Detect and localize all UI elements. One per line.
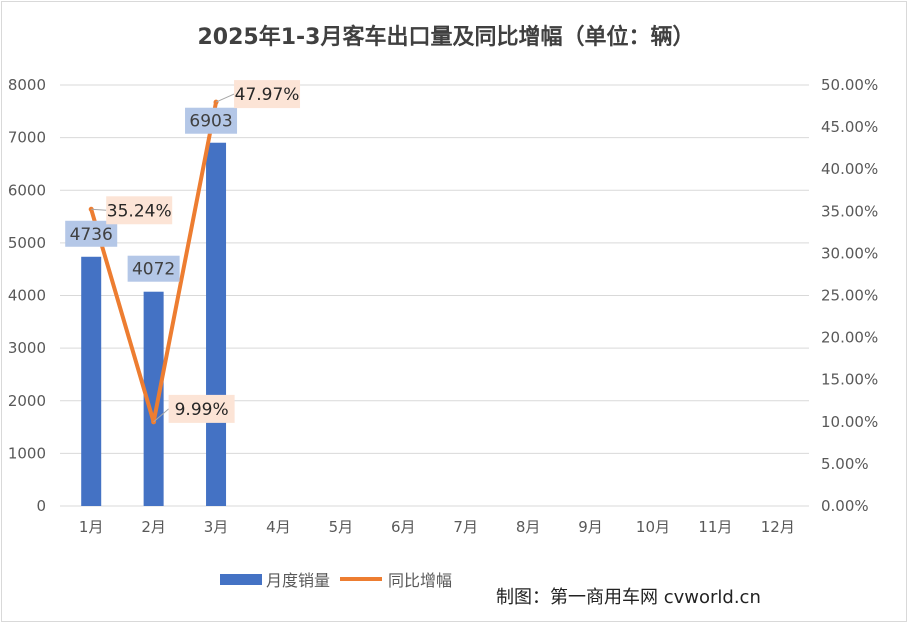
line-data-label: 9.99%	[175, 400, 229, 420]
legend-bar-label: 月度销量	[266, 571, 330, 590]
x-tick-label: 2月	[141, 518, 166, 536]
line-label-box	[234, 80, 301, 109]
x-tick-label: 7月	[453, 518, 478, 536]
right-tick-label: 5.00%	[821, 455, 869, 473]
left-tick-label: 0	[36, 497, 46, 515]
left-axis: 0 1000 2000 3000 4000 5000 6000 7000 8000	[8, 76, 46, 515]
legend: 月度销量 同比增幅	[220, 571, 452, 590]
right-tick-label: 10.00%	[821, 413, 878, 431]
right-tick-label: 15.00%	[821, 371, 878, 389]
left-tick-label: 6000	[8, 181, 46, 199]
legend-line-label: 同比增幅	[388, 571, 452, 590]
chart-title: 2025年1-3月客车出口量及同比增幅（单位：辆）	[198, 24, 695, 50]
right-tick-label: 25.00%	[821, 287, 878, 305]
x-tick-label: 10月	[636, 518, 670, 536]
left-tick-label: 1000	[8, 444, 46, 462]
bar	[81, 256, 102, 506]
right-tick-label: 40.00%	[821, 160, 878, 178]
right-axis: 0.00% 5.00% 10.00% 15.00% 20.00% 25.00% 30.00%…	[821, 76, 878, 515]
x-axis: 1月 2月 3月 4月 5月 6月 7月 8月 9月 10月 11月 12月	[79, 518, 795, 536]
x-tick-label: 6月	[391, 518, 416, 536]
left-tick-label: 4000	[8, 287, 46, 305]
x-tick-label: 5月	[329, 518, 354, 536]
line-label-box	[106, 196, 173, 225]
left-tick-label: 7000	[8, 129, 46, 147]
bar-label-box	[127, 255, 180, 282]
left-tick-label: 3000	[8, 339, 46, 357]
bar-data-label: 6903	[189, 112, 232, 132]
line-data-label: 35.24%	[107, 201, 172, 221]
right-tick-label: 20.00%	[821, 329, 878, 347]
right-tick-label: 45.00%	[821, 118, 878, 136]
x-tick-label: 8月	[516, 518, 541, 536]
x-tick-label: 4月	[266, 518, 291, 536]
right-tick-label: 35.00%	[821, 202, 878, 220]
leader-line	[215, 93, 235, 103]
gridlines	[60, 84, 809, 507]
legend-bar-swatch	[220, 574, 262, 585]
leader-line	[91, 208, 107, 211]
left-tick-label: 5000	[8, 234, 46, 252]
bar	[143, 291, 164, 506]
left-tick-label: 8000	[8, 76, 46, 94]
bar-data-label: 4072	[132, 260, 175, 280]
bar-label-box	[185, 107, 238, 134]
bar-data-labels: 4736 4072 6903	[65, 107, 238, 282]
x-tick-label: 1月	[79, 518, 104, 536]
left-tick-label: 2000	[8, 392, 46, 410]
right-tick-label: 30.00%	[821, 244, 878, 262]
x-tick-label: 12月	[761, 518, 795, 536]
bar-data-label: 4736	[70, 225, 113, 245]
x-tick-label: 3月	[204, 518, 229, 536]
line-data-label: 47.97%	[235, 85, 300, 105]
line-label-box	[168, 394, 235, 423]
right-tick-label: 50.00%	[821, 76, 878, 94]
leader-line	[153, 408, 169, 423]
line-data-labels: 35.24% 9.99% 47.97%	[91, 80, 301, 423]
chart-credit: 制图：第一商用车网 cvworld.cn	[496, 587, 761, 608]
right-tick-label: 0.00%	[821, 497, 869, 515]
x-tick-label: 9月	[578, 518, 603, 536]
x-tick-label: 11月	[698, 518, 732, 536]
bar	[206, 142, 227, 507]
bar-label-box	[65, 220, 118, 247]
